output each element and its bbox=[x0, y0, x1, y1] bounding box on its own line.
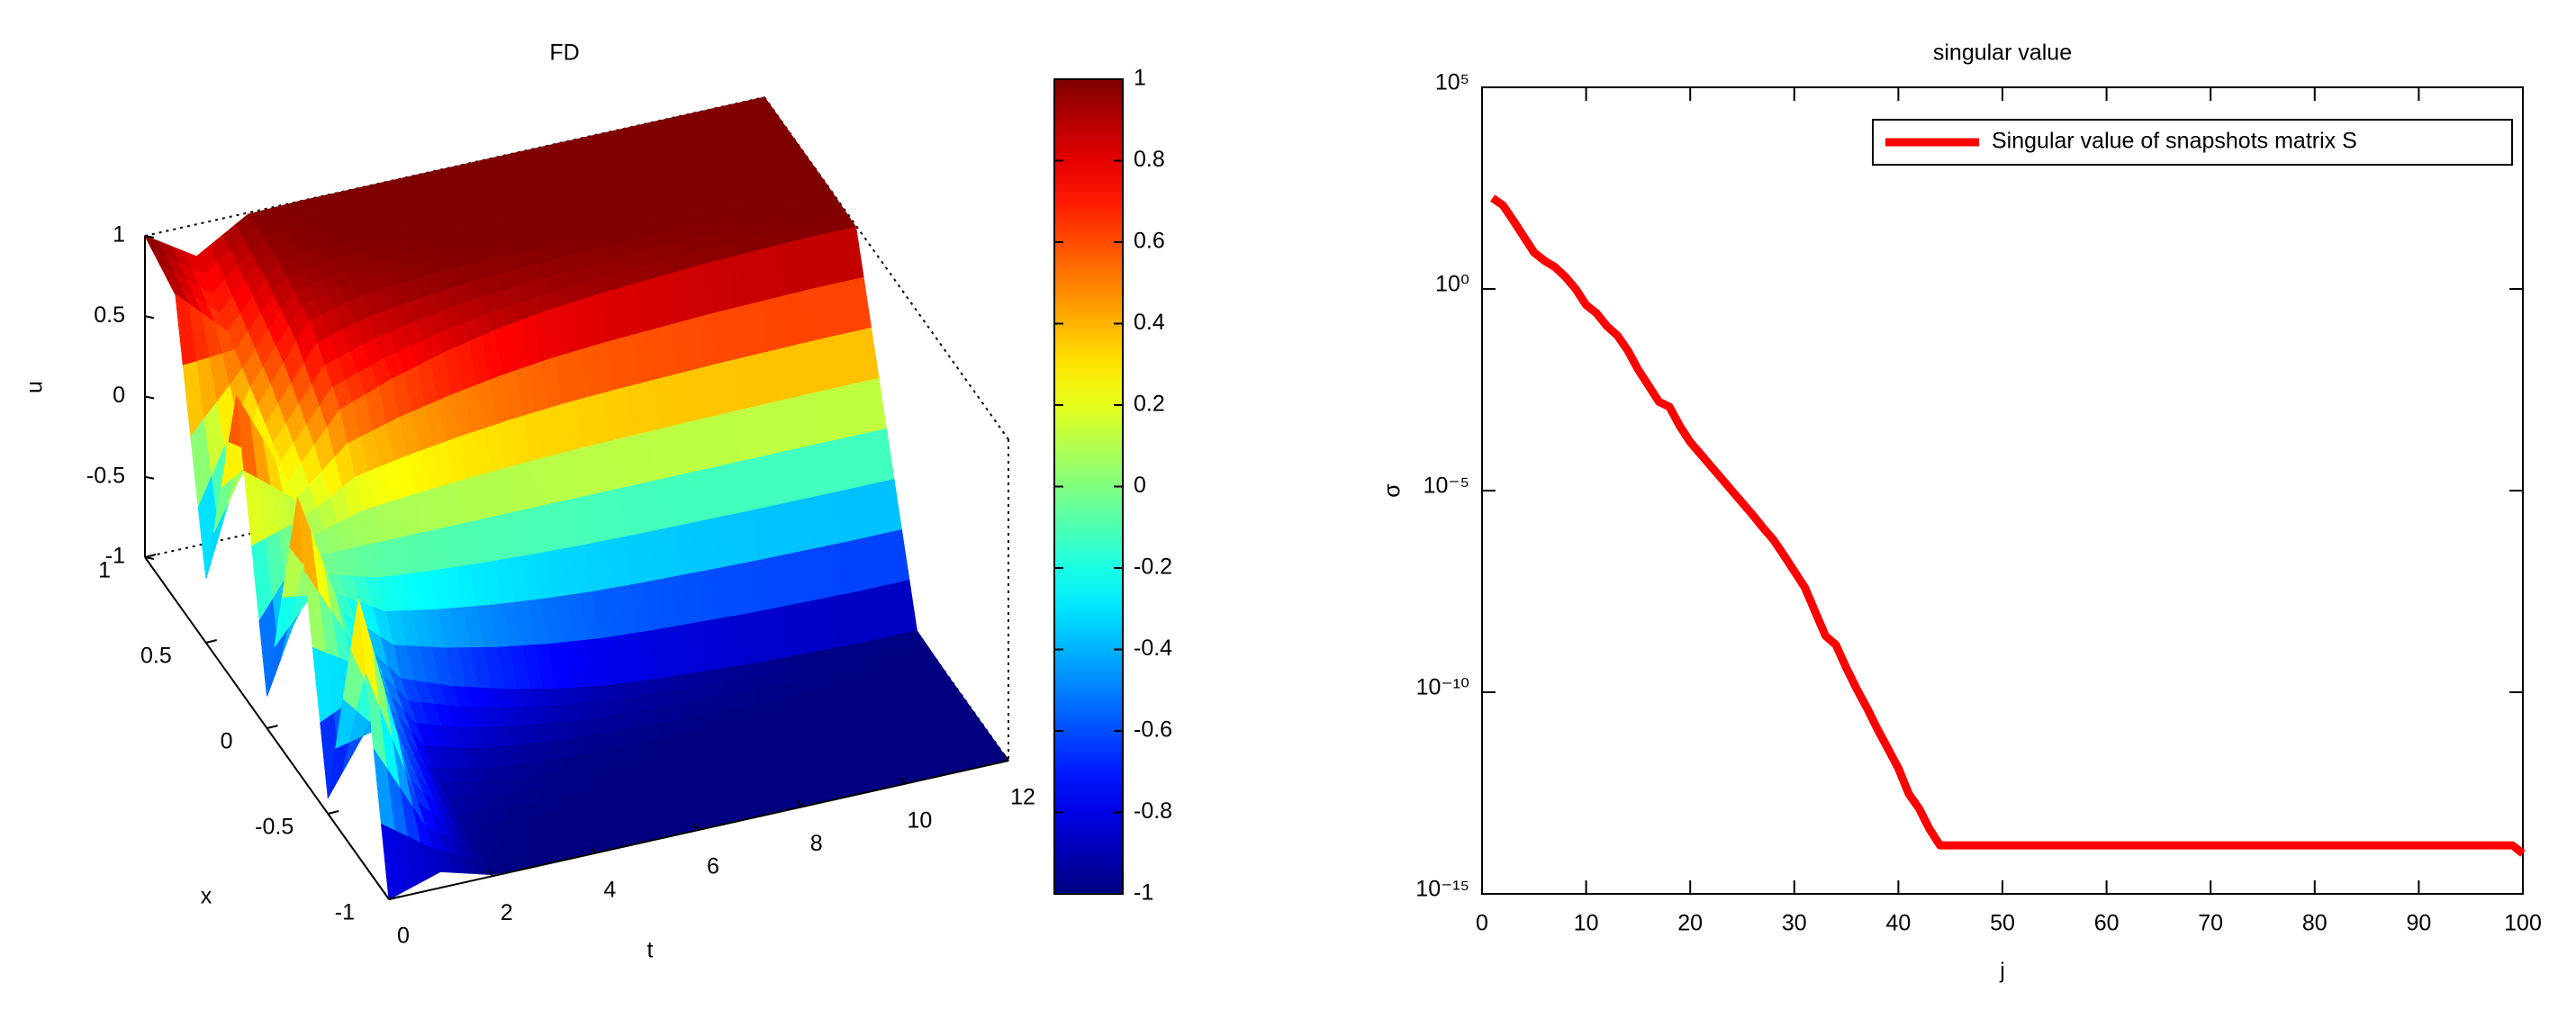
tick-mark bbox=[590, 846, 597, 854]
x-tick-label: 10 bbox=[1574, 911, 1599, 936]
surface bbox=[143, 96, 1009, 900]
z-tick-label: -1 bbox=[105, 544, 125, 569]
box-edge bbox=[764, 96, 1009, 440]
colorbar-tick-label: 0.4 bbox=[1134, 310, 1165, 335]
x-tick-label: 100 bbox=[2504, 911, 2542, 936]
tick-mark bbox=[144, 475, 155, 480]
x-tick-label: 20 bbox=[1677, 911, 1703, 936]
colorbar-tick-label: -0.4 bbox=[1134, 636, 1172, 661]
z-axis-label: u bbox=[23, 381, 48, 393]
x-tick-label: 80 bbox=[2302, 911, 2327, 936]
tick-mark bbox=[1003, 753, 1009, 762]
tick-mark bbox=[144, 395, 155, 400]
x-tick-label: 60 bbox=[2094, 911, 2120, 936]
z-tick-label: 0 bbox=[113, 383, 125, 408]
plot-area bbox=[1481, 86, 2524, 895]
y-tick-label: 10⁰ bbox=[1435, 272, 1469, 297]
colorbar-tick-label: 0.6 bbox=[1134, 229, 1165, 254]
z-tick-label: 1 bbox=[113, 222, 125, 248]
x-tick-label: 0 bbox=[1476, 911, 1488, 936]
surface-patch bbox=[380, 823, 402, 900]
x-tick-label: 8 bbox=[810, 831, 823, 856]
y-tick-label: 1 bbox=[98, 558, 111, 583]
y-axis-label: x bbox=[201, 884, 212, 909]
tick-mark bbox=[267, 725, 278, 729]
x-axis-label: t bbox=[647, 938, 654, 963]
y-tick-label: -1 bbox=[335, 900, 355, 925]
z-tick-label: 0.5 bbox=[94, 302, 125, 328]
y-tick-label: 10⁻¹⁰ bbox=[1416, 675, 1469, 700]
tick-mark bbox=[693, 823, 700, 831]
colorbar-tick-label: 1 bbox=[1134, 66, 1146, 91]
x-tick-label: 30 bbox=[1782, 911, 1807, 936]
line-series bbox=[1490, 194, 2526, 857]
tick-mark bbox=[486, 869, 493, 877]
y-tick-label: 10⁻⁵ bbox=[1424, 473, 1469, 499]
tick-mark bbox=[328, 810, 339, 815]
chart-title: FD bbox=[549, 41, 579, 66]
legend-label: Singular value of snapshots matrix S bbox=[1992, 129, 2357, 154]
legend-box bbox=[1872, 119, 2513, 166]
colorbar-tick-label: -0.2 bbox=[1134, 555, 1172, 580]
x-tick-label: 2 bbox=[501, 900, 513, 925]
tick-mark bbox=[899, 777, 907, 785]
colorbar bbox=[1053, 78, 1124, 895]
z-tick-label: -0.5 bbox=[86, 463, 125, 488]
x-tick-label: 4 bbox=[603, 877, 616, 902]
x-tick-label: 40 bbox=[1885, 911, 1911, 936]
x-tick-label: 6 bbox=[707, 854, 719, 879]
x-tick-label: 90 bbox=[2406, 911, 2431, 936]
tick-mark bbox=[796, 799, 803, 807]
chart-title: singular value bbox=[1933, 41, 2072, 66]
colorbar-tick-label: -0.8 bbox=[1134, 798, 1172, 824]
tick-mark bbox=[144, 235, 155, 239]
x-axis-label: j bbox=[1999, 959, 2005, 984]
tick-mark bbox=[388, 896, 401, 900]
y-tick-label: -0.5 bbox=[255, 815, 294, 840]
tick-mark bbox=[144, 315, 155, 320]
y-axis-label: σ bbox=[1380, 483, 1406, 498]
tick-mark bbox=[205, 639, 217, 644]
x-tick-label: 70 bbox=[2198, 911, 2223, 936]
y-tick-label: 10⁻¹⁵ bbox=[1415, 877, 1469, 902]
x-tick-label: 10 bbox=[907, 807, 932, 833]
tick-mark bbox=[384, 892, 390, 900]
y-tick-label: 0.5 bbox=[140, 644, 172, 669]
colorbar-tick-label: 0 bbox=[1134, 473, 1146, 498]
x-tick-label: 12 bbox=[1010, 785, 1035, 810]
x-tick-label: 0 bbox=[397, 924, 410, 949]
colorbar-tick-label: 0.2 bbox=[1134, 392, 1165, 417]
y-tick-label: 10⁵ bbox=[1435, 70, 1469, 95]
colorbar-tick-label: -0.6 bbox=[1134, 717, 1172, 743]
tick-mark bbox=[144, 556, 155, 560]
colorbar-tick-label: -1 bbox=[1134, 880, 1153, 906]
x-tick-label: 50 bbox=[1990, 911, 2015, 936]
y-tick-label: 0 bbox=[221, 729, 233, 754]
colorbar-tick-label: 0.8 bbox=[1134, 147, 1165, 172]
